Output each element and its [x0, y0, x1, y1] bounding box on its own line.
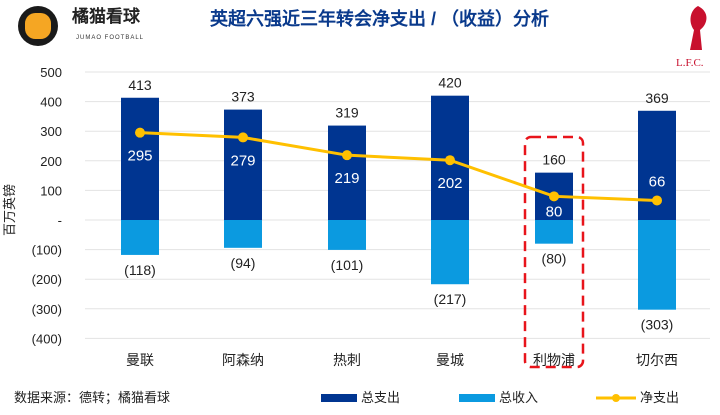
income-label: (303) — [641, 317, 674, 333]
legend-swatch-spend — [321, 394, 357, 403]
bar-income — [535, 220, 573, 244]
x-tick-label: 曼联 — [126, 352, 154, 368]
x-tick-label: 利物浦 — [533, 352, 575, 368]
y-tick-label: (300) — [32, 302, 62, 317]
spend-label: 369 — [645, 90, 669, 106]
y-tick-label: 300 — [40, 124, 62, 139]
net-point — [238, 132, 248, 143]
x-tick-label: 热刺 — [333, 352, 361, 368]
spend-label: 373 — [231, 89, 255, 105]
legend-label: 总收入 — [499, 390, 539, 405]
lfc-logo-text: L.F.C. — [676, 57, 704, 69]
spend-label: 160 — [542, 152, 566, 168]
income-label: (118) — [124, 262, 156, 278]
net-point — [135, 127, 145, 138]
jumao-logo — [18, 6, 58, 46]
liverbird-logo-icon — [690, 6, 707, 50]
income-label: (101) — [331, 257, 364, 273]
x-tick-label: 切尔西 — [636, 352, 678, 368]
y-tick-label: 100 — [40, 183, 62, 198]
bar-income — [224, 220, 262, 248]
y-tick-label: 200 — [40, 154, 62, 169]
net-label: 80 — [546, 203, 563, 220]
spend-label: 420 — [438, 75, 462, 91]
y-tick-label: (200) — [32, 272, 62, 287]
legend-label: 总支出 — [361, 390, 401, 405]
legend-net: 净支出 — [596, 390, 680, 405]
bar-income — [121, 220, 159, 255]
brand-subtitle: JUMAO FOOTBALL — [76, 35, 145, 41]
net-label: 295 — [127, 148, 152, 165]
y-tick-label: - — [58, 213, 62, 228]
bar-income — [638, 220, 676, 310]
bar-income — [431, 220, 469, 285]
bar-spend — [328, 125, 366, 220]
net-label: 219 — [334, 170, 359, 187]
y-axis-label: 百万英镑 — [2, 184, 17, 236]
highlight-box — [523, 135, 585, 369]
x-tick-label: 曼城 — [436, 352, 464, 368]
y-tick-label: 500 — [40, 65, 62, 80]
legend-spend: 总支出 — [321, 390, 401, 405]
income-label: (217) — [434, 291, 467, 307]
y-tick-label: (100) — [32, 243, 62, 258]
chart-title: 英超六强近三年转会净支出 / （收益）分析 — [210, 9, 550, 29]
legend-swatch-net — [596, 394, 636, 403]
legend-label: 净支出 — [640, 390, 680, 405]
net-point — [342, 150, 352, 161]
cat-face-icon — [25, 13, 51, 39]
chart-area: 500 400 300 200 100 - (100) (200) (300) (400) 百万英镑… — [2, 65, 710, 369]
net-point — [652, 195, 662, 206]
net-label: 279 — [230, 152, 255, 169]
bar-income — [328, 220, 366, 250]
brand-name: 橘猫看球 — [72, 7, 140, 26]
x-tick-label: 阿森纳 — [222, 352, 264, 368]
spend-label: 413 — [128, 77, 152, 93]
data-source: 数据来源：德转；橘猫看球 — [14, 390, 171, 405]
spend-label: 319 — [335, 105, 359, 121]
net-point — [445, 155, 455, 166]
legend-swatch-income — [459, 394, 495, 403]
net-point — [549, 191, 559, 202]
net-label: 202 — [437, 175, 462, 192]
legend-income: 总收入 — [459, 390, 539, 405]
net-label: 66 — [649, 173, 666, 190]
bar-spend — [224, 109, 262, 220]
bar-spend — [121, 97, 159, 220]
net-line — [139, 131, 658, 202]
income-label: (94) — [231, 255, 256, 271]
y-tick-label: (400) — [32, 331, 62, 346]
income-label: (80) — [542, 251, 567, 267]
y-tick-label: 400 — [40, 95, 62, 110]
